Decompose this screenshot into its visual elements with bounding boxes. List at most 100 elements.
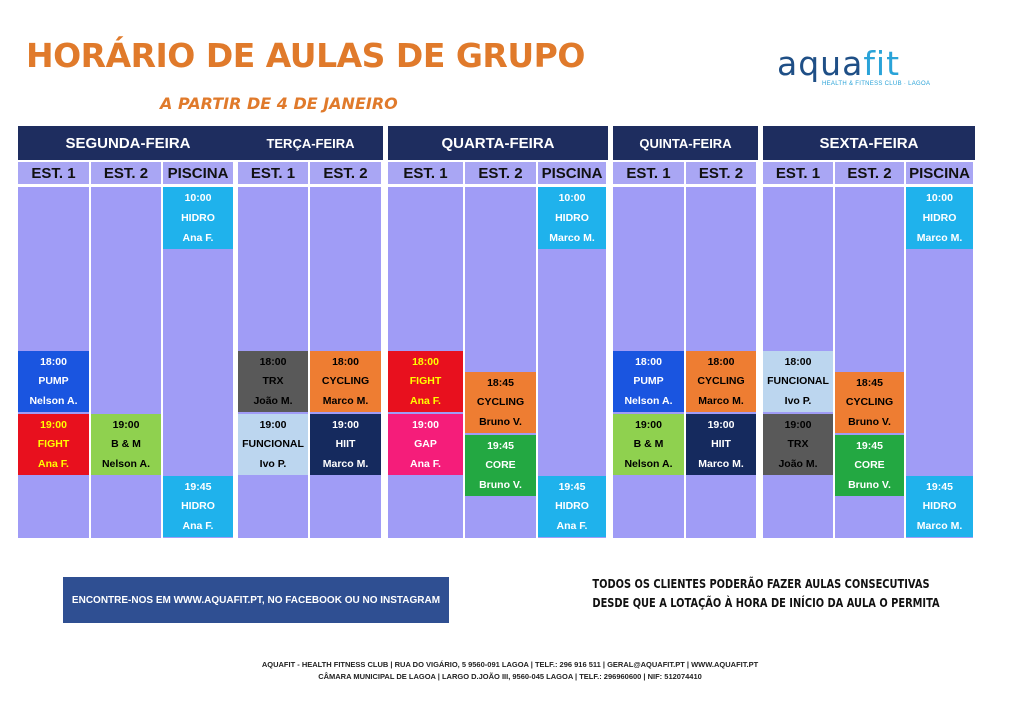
class-instructor: Bruno V. — [848, 479, 891, 492]
class-name: PUMP — [38, 375, 69, 388]
class-name: B & M — [111, 438, 141, 451]
class-slot[interactable]: 18:00 PUMP Nelson A. — [613, 351, 684, 412]
class-name: FIGHT — [37, 438, 70, 451]
class-name: CYCLING — [845, 396, 894, 409]
class-slot[interactable]: 18:45 CYCLING Bruno V. — [465, 372, 536, 433]
class-slot[interactable]: 19:00 FUNCIONAL Ivo P. — [238, 414, 308, 475]
class-time: 19:00 — [332, 418, 359, 431]
class-time: 19:00 — [707, 418, 735, 431]
day-header: TERÇA-FEIRA — [238, 126, 383, 160]
class-instructor: Bruno V. — [479, 479, 522, 492]
class-instructor: Ivo P. — [784, 395, 812, 408]
class-slot[interactable]: 18:00 CYCLING Marco M. — [686, 351, 756, 412]
studio-column-header: EST. 2 — [835, 162, 904, 184]
class-slot[interactable]: 19:45 HIDRO Marco M. — [906, 476, 973, 537]
class-time: 19:45 — [558, 480, 586, 493]
class-instructor: Nelson A. — [624, 395, 673, 408]
class-time: 19:00 — [40, 418, 67, 431]
class-slot[interactable]: 19:00 FIGHT Ana F. — [18, 414, 89, 475]
studio-column-header: EST. 1 — [238, 162, 308, 184]
class-time: 10:00 — [184, 192, 212, 204]
class-instructor: Ana F. — [182, 232, 214, 244]
class-slot[interactable]: 18:00 FUNCIONAL Ivo P. — [763, 351, 833, 412]
class-slot[interactable]: 19:45 HIDRO Ana F. — [538, 476, 606, 537]
class-time: 18:00 — [635, 355, 662, 368]
class-slot[interactable]: 19:45 CORE Bruno V. — [465, 435, 536, 496]
class-instructor: Ana F. — [182, 520, 214, 533]
class-slot[interactable]: 18:00 FIGHT Ana F. — [388, 351, 463, 412]
class-time: 19:00 — [112, 418, 140, 431]
class-instructor: João M. — [253, 395, 293, 408]
class-instructor: Marco M. — [916, 232, 963, 244]
class-slot[interactable]: 19:00 GAP Ana F. — [388, 414, 463, 475]
footer-line-1: AQUAFIT - HEALTH FITNESS CLUB | RUA DO V… — [261, 660, 759, 669]
class-instructor: Bruno V. — [479, 416, 522, 429]
notice-line-1: TODOS OS CLIENTES PODERÃO FAZER AULAS CO… — [592, 577, 930, 591]
studio-column-header: PISCINA — [163, 162, 233, 184]
logo-word-fit: fit — [863, 44, 901, 83]
class-slot[interactable]: 18:00 CYCLING Marco M. — [310, 351, 381, 412]
class-time: 19:45 — [856, 439, 883, 452]
class-name: CORE — [854, 459, 885, 472]
class-instructor: Marco M. — [549, 232, 595, 244]
studio-column-header: EST. 1 — [613, 162, 684, 184]
aquafit-logo: aquafit HEALTH & FITNESS CLUB · LAGOA — [777, 44, 957, 94]
class-instructor: Ana F. — [410, 395, 441, 408]
class-instructor: Bruno V. — [848, 416, 891, 429]
studio-column-header: EST. 2 — [91, 162, 161, 184]
class-time: 19:00 — [412, 418, 439, 431]
class-time: 19:45 — [926, 480, 953, 493]
class-name: HIDRO — [181, 500, 215, 513]
class-name: TRX — [262, 375, 284, 388]
class-instructor: Marco M. — [698, 458, 744, 471]
class-instructor: Ana F. — [38, 458, 69, 471]
class-slot[interactable]: 19:45 CORE Bruno V. — [835, 435, 904, 496]
class-name: CYCLING — [321, 375, 370, 388]
class-slot[interactable]: 19:45 HIDRO Ana F. — [163, 476, 233, 537]
class-instructor: Marco M. — [322, 458, 369, 471]
class-name: HIDRO — [922, 500, 957, 513]
class-time: 10:00 — [558, 192, 586, 204]
class-name: CYCLING — [476, 396, 525, 409]
studio-column-header: EST. 2 — [686, 162, 756, 184]
studio-column-header: EST. 2 — [310, 162, 381, 184]
class-name: CYCLING — [697, 375, 745, 388]
logo-wordmark: aquafit — [777, 44, 900, 83]
class-time: 18:00 — [259, 355, 287, 368]
class-slot[interactable]: 10:00 HIDRO Marco M. — [538, 187, 606, 249]
class-slot[interactable]: 18:00 PUMP Nelson A. — [18, 351, 89, 412]
class-slot[interactable]: 19:00 B & M Nelson A. — [91, 414, 161, 475]
class-time: 18:00 — [332, 355, 359, 368]
class-slot[interactable]: 18:00 TRX João M. — [238, 351, 308, 412]
class-time: 18:00 — [40, 355, 67, 368]
class-name: HIDRO — [555, 500, 589, 513]
studio-column-header: EST. 1 — [388, 162, 463, 184]
class-name: HIDRO — [922, 212, 957, 224]
class-time: 19:45 — [487, 439, 514, 452]
class-name: HIDRO — [555, 212, 589, 224]
studio-column-header: EST. 1 — [18, 162, 89, 184]
class-time: 18:45 — [487, 376, 514, 389]
class-name: HIIT — [711, 438, 731, 451]
class-instructor: Marco M. — [698, 395, 744, 408]
class-instructor: Ivo P. — [259, 458, 287, 471]
studio-column-header: EST. 2 — [465, 162, 536, 184]
class-slot[interactable]: 19:00 B & M Nelson A. — [613, 414, 684, 475]
class-slot[interactable]: 19:00 TRX João M. — [763, 414, 833, 475]
class-instructor: Ana F. — [410, 458, 441, 471]
class-slot[interactable]: 19:00 HIIT Marco M. — [310, 414, 381, 475]
class-slot[interactable]: 10:00 HIDRO Ana F. — [163, 187, 233, 249]
class-slot[interactable]: 19:00 HIIT Marco M. — [686, 414, 756, 475]
class-instructor: Nelson A. — [29, 395, 78, 408]
studio-column-header: PISCINA — [538, 162, 606, 184]
class-slot[interactable]: 10:00 HIDRO Marco M. — [906, 187, 973, 249]
day-header: QUINTA-FEIRA — [613, 126, 758, 160]
class-name: HIIT — [335, 438, 356, 451]
notice-line-2: DESDE QUE A LOTAÇÃO À HORA DE INÍCIO DA … — [592, 596, 940, 610]
class-slot[interactable]: 18:45 CYCLING Bruno V. — [835, 372, 904, 433]
class-name: B & M — [633, 438, 664, 451]
footer-contact: AQUAFIT - HEALTH FITNESS CLUB | RUA DO V… — [120, 659, 900, 683]
footer-line-2: CÂMARA MUNICIPAL DE LAGOA | LARGO D.JOÃO… — [318, 672, 702, 681]
day-header: QUARTA-FEIRA — [388, 126, 608, 160]
page-subtitle: A PARTIR DE 4 DE JANEIRO — [160, 94, 398, 113]
